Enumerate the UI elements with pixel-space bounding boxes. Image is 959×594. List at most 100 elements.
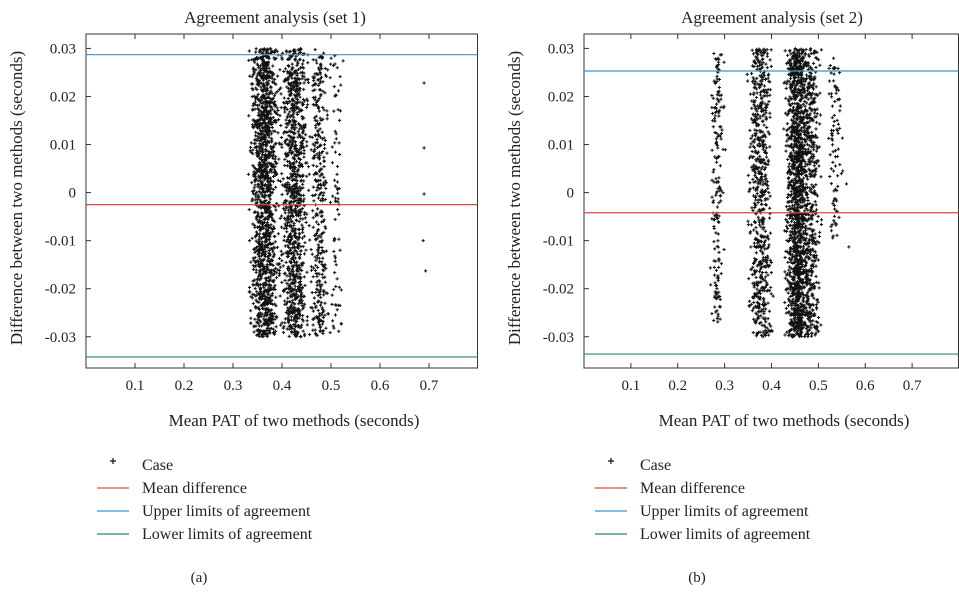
case-point — [321, 276, 325, 280]
case-point — [303, 78, 307, 82]
case-point — [293, 248, 297, 253]
case-point — [718, 134, 723, 138]
case-point — [315, 188, 319, 192]
case-point — [251, 118, 255, 122]
case-point — [313, 268, 318, 273]
case-point — [308, 238, 312, 242]
case-point — [319, 80, 323, 84]
case-point — [313, 255, 317, 259]
case-point — [257, 169, 261, 173]
case-point — [259, 47, 263, 52]
case-point — [762, 311, 766, 316]
case-point — [320, 220, 324, 224]
case-point — [270, 74, 274, 78]
case-point — [322, 218, 326, 222]
case-point — [301, 319, 305, 323]
case-point — [263, 121, 267, 125]
case-point — [269, 215, 274, 219]
case-point — [286, 315, 290, 319]
case-point — [768, 115, 772, 119]
case-point — [753, 107, 757, 111]
case-point — [297, 211, 301, 215]
case-point — [710, 93, 714, 98]
case-point — [293, 154, 297, 158]
case-point — [262, 303, 266, 307]
case-point — [299, 249, 303, 253]
case-point — [320, 130, 324, 134]
case-point — [252, 94, 256, 98]
case-point — [318, 289, 322, 294]
case-point — [711, 200, 715, 205]
case-point — [319, 235, 323, 239]
case-point — [283, 140, 287, 144]
case-point — [287, 150, 291, 154]
case-point — [256, 284, 260, 288]
case-point — [260, 163, 264, 167]
case-point — [784, 149, 788, 153]
case-point — [295, 250, 299, 254]
case-point — [318, 116, 322, 120]
case-point — [271, 80, 275, 84]
case-point — [302, 234, 306, 238]
case-point — [318, 303, 323, 307]
case-point — [271, 129, 275, 133]
case-point — [322, 155, 326, 159]
case-point — [320, 306, 324, 310]
y-tick-label-a: 0 — [69, 186, 77, 202]
case-point — [265, 173, 270, 178]
case-point — [766, 186, 770, 191]
case-point — [715, 97, 719, 101]
case-point — [313, 88, 317, 92]
case-point — [268, 167, 272, 172]
case-point — [272, 168, 277, 172]
case-point — [324, 226, 328, 230]
case-point — [319, 143, 323, 148]
case-point — [284, 224, 288, 228]
plot-area-b: 0.1 0.2 0.3 0.4 0.5 0.6 0.7-0.03-0.02-0.0100.0… — [543, 33, 959, 394]
case-point — [332, 85, 336, 89]
case-point — [263, 332, 268, 337]
case-point — [317, 317, 321, 321]
case-point — [254, 177, 258, 181]
case-point — [265, 206, 269, 211]
case-point — [296, 238, 300, 242]
case-point — [270, 107, 274, 111]
case-point — [251, 152, 255, 156]
case-point — [259, 303, 263, 308]
case-point — [754, 80, 758, 84]
case-point — [276, 268, 280, 272]
case-point — [714, 140, 719, 144]
case-point — [260, 240, 264, 244]
case-point — [290, 143, 294, 147]
case-point — [333, 150, 338, 154]
case-point — [259, 236, 263, 240]
case-point — [249, 82, 253, 86]
case-point — [257, 224, 261, 229]
case-point — [302, 155, 306, 159]
case-point — [296, 274, 300, 279]
case-point — [315, 141, 320, 145]
case-point — [293, 256, 298, 260]
case-point — [246, 172, 251, 176]
case-point — [322, 108, 326, 112]
case-point — [302, 252, 307, 256]
case-point — [311, 209, 315, 213]
case-point — [271, 302, 275, 306]
case-point — [278, 216, 282, 220]
case-point — [267, 56, 271, 60]
case-point — [765, 54, 769, 58]
case-point — [254, 239, 258, 243]
case-point — [336, 191, 340, 195]
y-tick-label-a: 0.02 — [50, 89, 76, 105]
case-point — [334, 132, 338, 136]
x-tick-label-b: 0.7 — [903, 378, 922, 394]
case-point — [287, 74, 291, 78]
case-point — [254, 86, 258, 90]
case-point — [716, 232, 720, 236]
case-point — [291, 150, 295, 154]
case-point — [784, 96, 788, 101]
case-point — [768, 145, 772, 149]
case-point — [755, 91, 759, 95]
case-point — [287, 64, 291, 69]
case-point — [258, 176, 263, 180]
